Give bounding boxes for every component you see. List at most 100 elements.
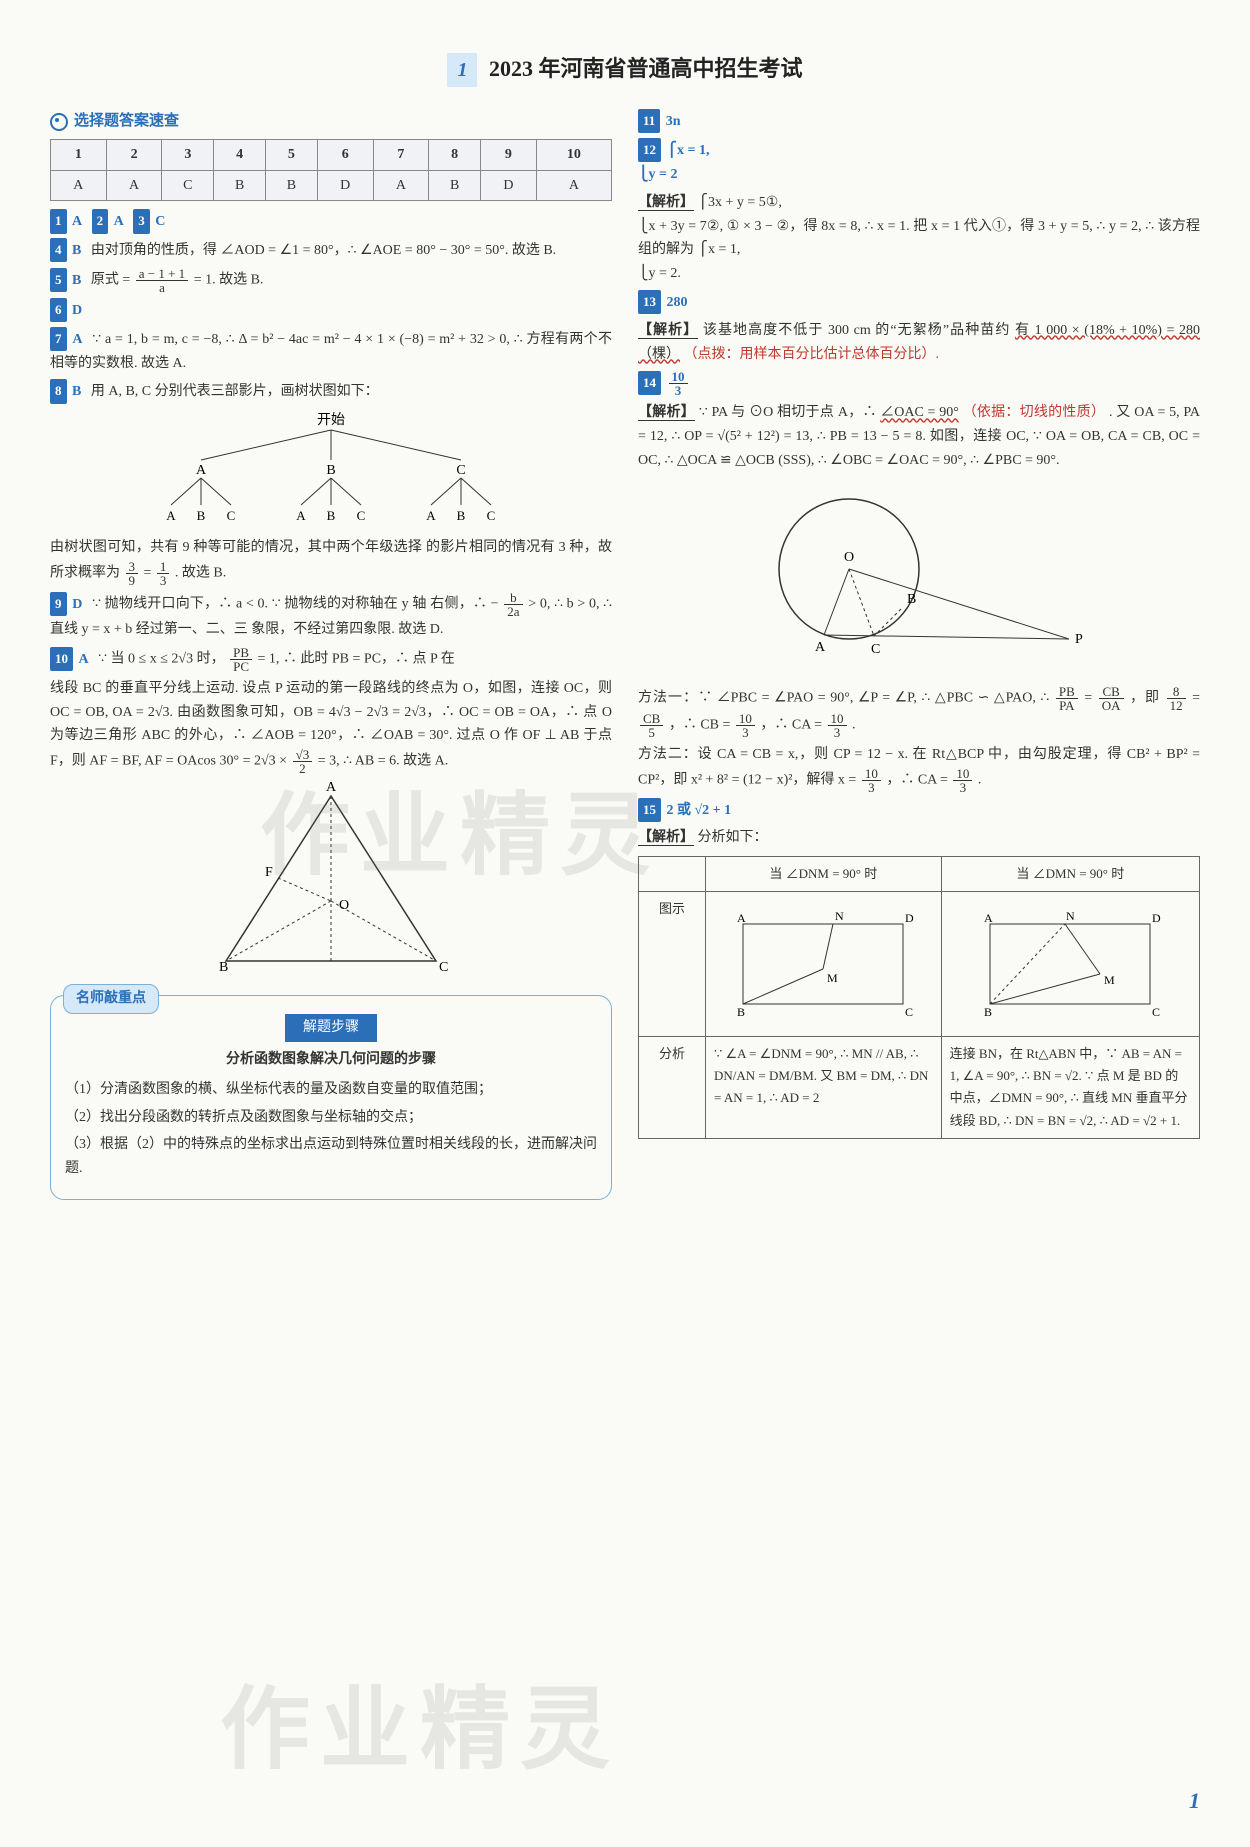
q4: 4 B 由对顶角的性质，得 ∠AOD = ∠1 = 80°，∴ ∠AOE = 8… (50, 238, 612, 263)
q-badge: 14 (638, 371, 661, 395)
q-badge: 2 (92, 209, 109, 233)
q-badge: 13 (638, 290, 661, 314)
q-badge: 9 (50, 592, 67, 616)
q-badge: 5 (50, 268, 67, 292)
q-badge: 8 (50, 379, 67, 403)
svg-text:A: A (296, 508, 306, 523)
svg-text:B: B (327, 508, 336, 523)
svg-text:A: A (815, 640, 826, 655)
key-step-2: （2）找出分段函数的转折点及函数图象与坐标轴的交点； (65, 1106, 597, 1130)
svg-text:M: M (1104, 973, 1115, 987)
answer-table: 1 2 3 4 5 6 7 8 9 10 A A C B B D (50, 139, 612, 202)
q-ans: B (72, 243, 81, 258)
svg-text:B: B (219, 960, 228, 975)
watermark: 作业精灵 (220, 1654, 620, 1807)
svg-text:B: B (197, 508, 206, 523)
case-table: 当 ∠DNM = 90° 时 当 ∠DMN = 90° 时 图示 A B C (638, 856, 1200, 1138)
svg-text:B: B (737, 1005, 745, 1019)
key-tab: 名师敲重点 (63, 984, 159, 1014)
tree-diagram: 开始 A B C A B C A B C A B C (121, 410, 541, 530)
svg-text:C: C (905, 1005, 913, 1019)
svg-text:O: O (844, 550, 854, 565)
svg-text:N: N (1066, 909, 1075, 923)
title-bar: 1 2023 年河南省普通高中招生考试 (50, 50, 1200, 87)
svg-text:M: M (827, 971, 838, 985)
svg-text:F: F (265, 865, 273, 880)
q14-m1: 方法一：∵ ∠PBC = ∠PAO = 90°, ∠P = ∠P, ∴ △PBC… (638, 685, 1200, 739)
q-badge: 3 (133, 209, 150, 233)
q14-m2: 方法二：设 CA = CB = x,，则 CP = 12 − x. 在 Rt△B… (638, 743, 1200, 794)
svg-text:C: C (1152, 1005, 1160, 1019)
q-badge: 10 (50, 647, 73, 671)
svg-text:A: A (166, 508, 176, 523)
q-ans: D (72, 597, 82, 612)
svg-text:C: C (439, 960, 448, 975)
key-heading: 分析函数图象解决几何问题的步骤 (65, 1048, 597, 1072)
q-ans: A (72, 214, 82, 229)
q13-jx: 【解析】 该基地高度不低于 300 cm 的“无絮杨”品种苗约 有 1 000 … (638, 319, 1200, 367)
title-number: 1 (447, 53, 477, 87)
q10-b: 线段 BC 的垂直平分线上运动. 设点 P 运动的第一段路线的终点为 O，如图，… (50, 677, 612, 775)
q7: 7 A ∵ a = 1, b = m, c = −8, ∴ Δ = b² − 4… (50, 327, 612, 376)
q13-hint: （点拨：用样本百分比估计总体百分比）. (684, 347, 940, 362)
svg-text:A: A (426, 508, 436, 523)
q6: 6 D (50, 298, 612, 323)
svg-text:C: C (487, 508, 496, 523)
q14: 14 10 3 (638, 370, 1200, 397)
q15: 15 2 或 √2 + 1 (638, 798, 1200, 823)
case1-fig: A B C D N M (706, 892, 942, 1037)
q-ans: B (72, 273, 81, 288)
svg-text:A: A (737, 911, 746, 925)
answer-head-row: 1 2 3 4 5 6 7 8 9 10 (51, 139, 612, 170)
q9: 9 D ∵ 抛物线开口向下，∴ a < 0. ∵ 抛物线的对称轴在 y 轴 右侧… (50, 591, 612, 642)
case1-analysis: ∵ ∠A = ∠DNM = 90°, ∴ MN // AB, ∴ DN/AN =… (706, 1037, 942, 1138)
q-ans: A (114, 214, 124, 229)
answer-row: A A C B B D A B D A (51, 170, 612, 201)
q12: 12 ⎧x = 1, ⎩y = 2 (638, 138, 1200, 187)
q14-jx: 【解析】 ∵ PA 与 ⊙O 相切于点 A，∴ ∠OAC = 90° （依据：切… (638, 401, 1200, 472)
page: 1 2023 年河南省普通高中招生考试 选择题答案速查 1 2 3 4 5 6 … (0, 0, 1250, 1847)
q-ans: B (72, 384, 81, 399)
case2-analysis: 连接 BN，在 Rt△ABN 中，∵ AB = AN = 1, ∠A = 90°… (941, 1037, 1199, 1138)
svg-text:A: A (196, 463, 207, 478)
svg-text:B: B (907, 592, 916, 607)
q7-text: ∵ a = 1, b = m, c = −8, ∴ Δ = b² − 4ac =… (50, 332, 612, 371)
key-ribbon: 解题步骤 (65, 1014, 597, 1042)
svg-text:A: A (984, 911, 993, 925)
q-badge: 11 (638, 109, 660, 133)
q12-jx: 【解析】 ⎧3x + y = 5①, ⎩x + 3y = 7②, ① × 3 −… (638, 191, 1200, 286)
inline-quick: 1 A 2 A 3 C (50, 209, 612, 234)
q5-frac: a − 1 + 1 a (136, 267, 188, 294)
q-ans: A (72, 332, 82, 347)
case2-fig: A B C D N M (941, 892, 1199, 1037)
title-text: 2023 年河南省普通高中招生考试 (489, 56, 803, 81)
svg-text:D: D (905, 911, 914, 925)
svg-text:O: O (339, 898, 349, 913)
key-step-3: （3）根据（2）中的特殊点的坐标求出点运动到特殊位置时相关线段的长，进而解决问题… (65, 1133, 597, 1181)
quick-check-text: 选择题答案速查 (74, 109, 179, 135)
q14-ans: 10 3 (669, 370, 688, 397)
q15-jx: 【解析】 分析如下： (638, 826, 1200, 850)
svg-text:C: C (456, 463, 465, 478)
row-label: 图示 (639, 892, 706, 1037)
triangle-figure: A B C F O (201, 781, 461, 981)
q-badge: 6 (50, 298, 67, 322)
svg-text:开始: 开始 (317, 412, 345, 428)
svg-text:B: B (457, 508, 466, 523)
svg-text:N: N (835, 909, 844, 923)
svg-text:C: C (871, 642, 880, 657)
svg-text:D: D (1152, 911, 1161, 925)
q13-ans: 280 (667, 295, 688, 310)
bullet-icon (50, 113, 68, 131)
q15-ans: 2 或 √2 + 1 (667, 803, 732, 818)
q5: 5 B 原式 = a − 1 + 1 a = 1. 故选 B. (50, 267, 612, 294)
q-badge: 12 (638, 138, 661, 162)
row-label: 分析 (639, 1037, 706, 1138)
page-number: 1 (1189, 1782, 1200, 1819)
q8-after: 由树状图可知，共有 9 种等可能的情况，其中两个年级选择 的影片相同的情况有 3… (50, 536, 612, 587)
key-step-1: （1）分清函数图象的横、纵坐标代表的量及函数自变量的取值范围； (65, 1078, 597, 1102)
circle-figure: O A B C P (739, 479, 1099, 679)
svg-text:P: P (1075, 632, 1083, 647)
q-badge: 7 (50, 327, 67, 351)
svg-text:B: B (326, 463, 335, 478)
